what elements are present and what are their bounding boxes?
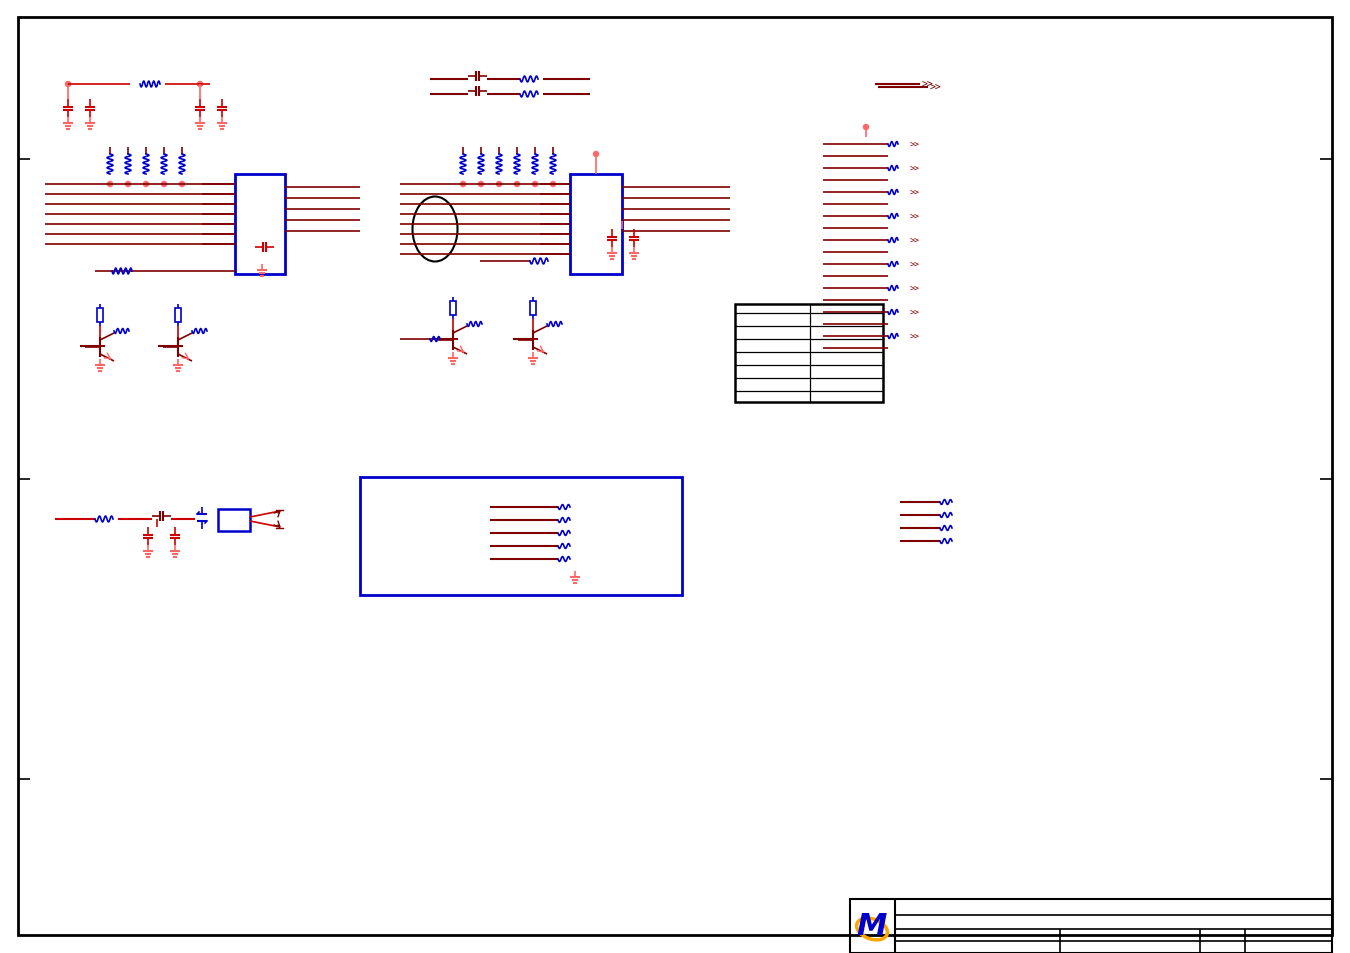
Bar bbox=[360, 477, 682, 596]
Bar bbox=[734, 305, 883, 402]
Circle shape bbox=[514, 182, 520, 188]
Bar bbox=[850, 899, 1332, 953]
Circle shape bbox=[197, 82, 202, 88]
Circle shape bbox=[180, 182, 185, 188]
Text: >>: >> bbox=[910, 260, 919, 269]
Text: >>: >> bbox=[910, 284, 919, 294]
Circle shape bbox=[594, 152, 598, 157]
Text: >>: >> bbox=[910, 333, 919, 341]
Bar bbox=[217, 510, 250, 532]
Circle shape bbox=[478, 182, 483, 188]
Circle shape bbox=[162, 182, 166, 188]
Text: >>: >> bbox=[910, 308, 919, 317]
Bar bbox=[570, 174, 622, 274]
Text: >>: >> bbox=[910, 213, 919, 221]
Circle shape bbox=[126, 182, 131, 188]
Text: >>: >> bbox=[910, 164, 919, 173]
Circle shape bbox=[143, 182, 148, 188]
Bar bbox=[531, 302, 536, 315]
Bar bbox=[235, 174, 285, 274]
Circle shape bbox=[551, 182, 555, 188]
Text: >>: >> bbox=[910, 189, 919, 197]
Circle shape bbox=[108, 182, 112, 188]
Text: >>: >> bbox=[922, 80, 934, 90]
Circle shape bbox=[66, 82, 70, 88]
Text: M: M bbox=[857, 911, 887, 941]
Circle shape bbox=[864, 126, 868, 131]
Bar bbox=[97, 309, 103, 323]
Circle shape bbox=[497, 182, 501, 188]
Bar bbox=[176, 309, 181, 323]
Text: >>: >> bbox=[910, 236, 919, 245]
Circle shape bbox=[532, 182, 537, 188]
Circle shape bbox=[460, 182, 466, 188]
Text: >>: >> bbox=[910, 140, 919, 150]
Bar bbox=[450, 302, 456, 315]
Text: >>: >> bbox=[930, 83, 942, 92]
